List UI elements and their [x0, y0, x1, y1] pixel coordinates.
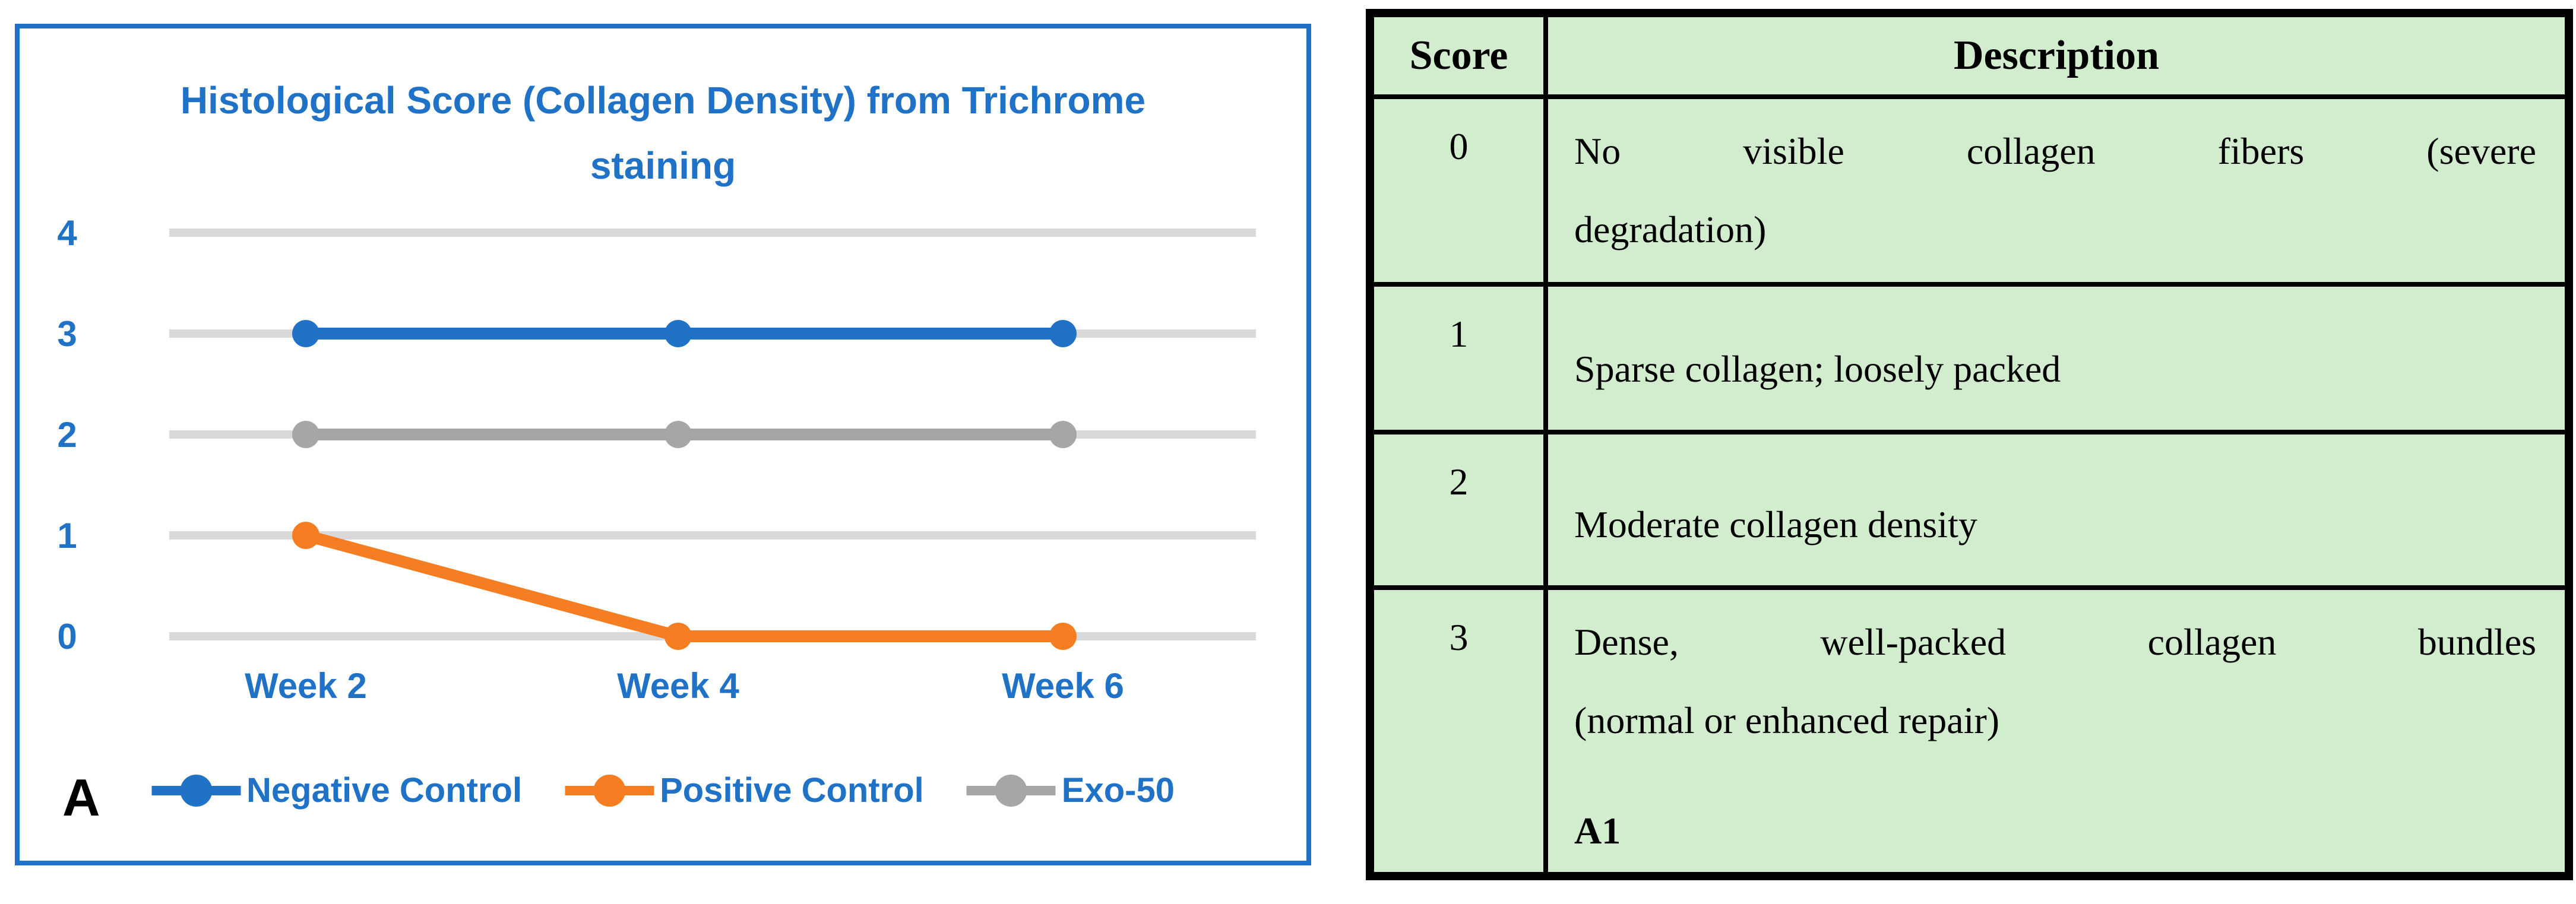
description-cell: Moderate collagen density [1543, 430, 2571, 590]
legend-label: Exo-50 [1061, 771, 1175, 810]
legend-dot [995, 774, 1027, 807]
table-row: 0 No visible collagen fibers (severe degra… [1368, 94, 2571, 287]
legend-dot [180, 774, 213, 807]
score-cell: 1 [1368, 282, 1548, 434]
legend-marker-negative-control-icon [151, 774, 241, 807]
series-line-positive-control [304, 529, 1063, 642]
description-line: (normal or enhanced repair) [1574, 699, 2000, 741]
score-cell: 0 [1368, 94, 1548, 287]
data-point-exo-50 [664, 421, 692, 448]
score-table-body: 0 No visible collagen fibers (severe degra… [1368, 94, 2571, 878]
data-point-positive-control [664, 623, 692, 650]
description-cell: Sparse collagen; loosely packed [1543, 282, 2571, 434]
data-point-positive-control [292, 522, 319, 549]
legend-label: Negative Control [246, 771, 523, 810]
chart-title: Histological Score (Collagen Density) fr… [75, 68, 1251, 198]
data-point-exo-50 [292, 421, 319, 448]
score-cell: 3 [1368, 585, 1548, 878]
data-point-negative-control [292, 320, 319, 347]
data-point-positive-control [1049, 623, 1077, 650]
description-column-header: Description [1543, 11, 2571, 99]
legend-item-positive-control: Positive Control [565, 770, 924, 810]
y-tick-label: 4 [57, 213, 77, 253]
chart-title-line: Histological Score (Collagen Density) fr… [180, 79, 1146, 122]
x-category-label: Week 2 [245, 666, 367, 706]
description-line: Sparse collagen; loosely packed [1574, 348, 2061, 390]
legend-label: Positive Control [660, 771, 924, 810]
collagen-chart-panel: Histological Score (Collagen Density) fr… [15, 24, 1311, 865]
score-cell: 2 [1368, 430, 1548, 590]
table-row: 2 Moderate collagen density [1368, 430, 2571, 590]
description-line: Dense, well-packed collagen bundles [1574, 621, 2536, 663]
legend-marker-positive-control-icon [565, 774, 654, 807]
data-point-negative-control [664, 320, 692, 347]
x-category-label: Week 4 [617, 666, 739, 706]
data-point-negative-control [1049, 320, 1077, 347]
x-category-label: Week 6 [1002, 666, 1124, 706]
y-tick-label: 1 [57, 516, 77, 556]
description-line: No visible collagen fibers (severe [1574, 130, 2536, 172]
chart-title-line: staining [590, 144, 736, 187]
panel-label-a: A [62, 768, 100, 827]
y-tick-label: 0 [57, 617, 77, 656]
legend-dot [593, 774, 626, 807]
table-header-row: Score Description [1368, 11, 2571, 99]
chart-legend: Negative Control Positive Control Exo-50 [151, 770, 1175, 810]
y-tick-label: 3 [57, 314, 77, 354]
description-cell: No visible collagen fibers (severe degrad… [1543, 94, 2571, 287]
legend-item-exo-50: Exo-50 [966, 770, 1175, 810]
legend-item-negative-control: Negative Control [151, 770, 522, 810]
table-row: 1 Sparse collagen; loosely packed [1368, 282, 2571, 434]
legend-marker-exo-50-icon [966, 774, 1056, 807]
cell-footer-label: A1 [1574, 810, 1621, 852]
y-tick-label: 2 [57, 415, 77, 455]
score-table: Score Description 0 No visible collagen f… [1366, 9, 2573, 880]
data-point-exo-50 [1049, 421, 1077, 448]
table-row: 3 Dense, well-packed collagen bundles (nor… [1368, 585, 2571, 878]
description-line: degradation) [1574, 208, 1767, 250]
chart-plot: 0 1 2 3 4 Week 2 Week 4 Week 6 [57, 213, 1256, 706]
score-column-header: Score [1368, 11, 1548, 99]
description-cell: Dense, well-packed collagen bundles (norm… [1543, 585, 2571, 878]
description-line: Moderate collagen density [1574, 503, 1977, 545]
score-table-panel: Score Description 0 No visible collagen f… [1366, 9, 2573, 880]
